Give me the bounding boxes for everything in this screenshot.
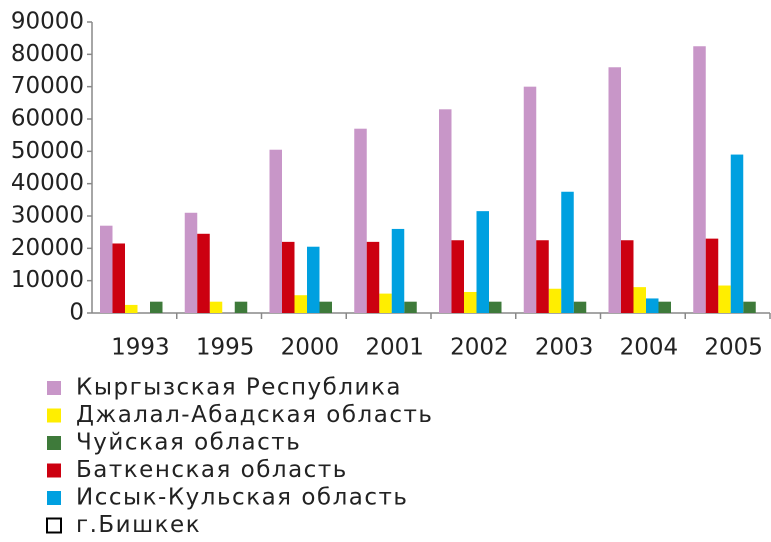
bar (633, 287, 646, 313)
bar (608, 67, 621, 314)
legend-swatch (47, 436, 61, 450)
bar (548, 288, 562, 313)
bar (451, 240, 464, 313)
legend-swatch (47, 381, 61, 395)
bar (705, 238, 719, 313)
bar (269, 149, 282, 313)
bar (282, 241, 295, 313)
legend-label: Джалал-Абадская область (76, 402, 433, 428)
y-tick-label: 0 (69, 300, 84, 326)
legend-swatch (47, 463, 61, 478)
bar (391, 228, 405, 313)
y-tick-label: 80000 (11, 41, 84, 67)
legend-label: Иссык-Кульская область (76, 485, 408, 511)
x-tick-label: 1993 (111, 335, 170, 361)
bar (561, 191, 574, 313)
bar (184, 212, 198, 313)
x-tick-label: 2000 (281, 335, 340, 361)
bar (464, 291, 477, 313)
bar (150, 301, 163, 313)
bar (658, 301, 671, 313)
y-tick-label: 70000 (11, 73, 84, 99)
bar (621, 240, 634, 313)
bar (366, 241, 380, 313)
bar (125, 304, 138, 313)
bar (197, 233, 210, 313)
y-tick-label: 90000 (11, 9, 84, 35)
y-tick-label: 20000 (11, 235, 84, 261)
legend-swatch (47, 491, 61, 505)
x-tick-label: 2004 (620, 335, 679, 361)
x-tick-label: 1995 (196, 335, 255, 361)
bar (646, 298, 659, 313)
bar (319, 301, 332, 313)
bar (743, 301, 756, 313)
legend-label: г.Бишкек (76, 512, 201, 538)
x-tick-label: 2005 (704, 335, 763, 361)
y-tick-label: 30000 (11, 203, 84, 229)
legend-swatch (46, 517, 62, 534)
bar (573, 301, 587, 313)
legend-label: Кыргызская Республика (76, 375, 402, 401)
x-tick-label: 2002 (450, 335, 509, 361)
bar (354, 128, 367, 313)
bar (439, 109, 452, 313)
legend-label: Баткенская область (76, 457, 348, 483)
bar (536, 240, 549, 313)
bar (379, 293, 392, 313)
legend-label: Чуйская область (76, 430, 301, 456)
bar (693, 46, 706, 313)
bar (476, 211, 489, 313)
legend-swatch (47, 408, 61, 423)
bar (523, 86, 537, 314)
y-tick-label: 50000 (11, 138, 84, 164)
bar (730, 154, 744, 313)
bar (489, 301, 502, 313)
x-tick-label: 2003 (535, 335, 594, 361)
bar (307, 246, 320, 313)
bar (294, 295, 307, 313)
bar (209, 301, 223, 313)
y-tick-label: 10000 (11, 267, 84, 293)
x-tick-label: 2001 (365, 335, 424, 361)
y-tick-label: 40000 (11, 170, 84, 196)
bar (112, 243, 125, 313)
bar (718, 285, 731, 313)
bar (100, 225, 113, 313)
bar (234, 301, 248, 313)
bar (404, 301, 417, 313)
y-tick-label: 60000 (11, 106, 84, 132)
